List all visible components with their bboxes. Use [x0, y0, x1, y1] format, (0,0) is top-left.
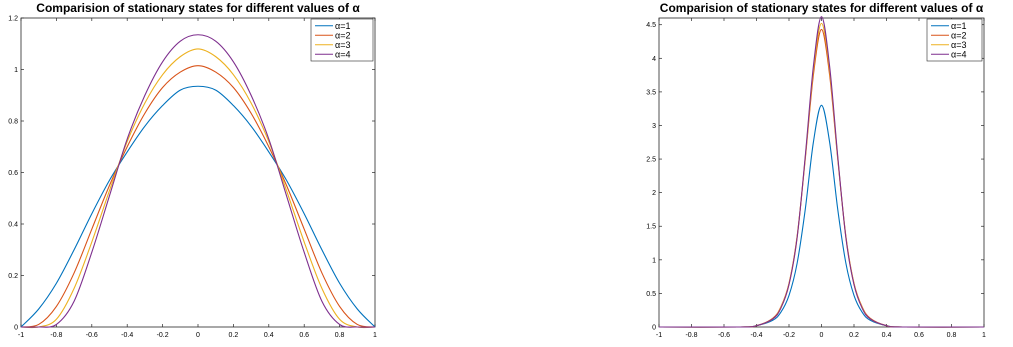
x-tick-label: 1 [373, 332, 377, 339]
x-tick-label: 0.8 [335, 332, 345, 339]
series-line-alpha-4 [20, 34, 376, 328]
y-tick-label: 1 [652, 257, 656, 264]
x-tick-label: 0.2 [849, 332, 859, 339]
x-tick-label: 0.4 [264, 332, 274, 339]
legend: α=1α=2α=3α=4 [926, 18, 983, 62]
chart-right: Comparision of stationary states for dif… [646, 1, 986, 339]
legend-label-alpha-1: α=1 [335, 21, 350, 31]
legend-label-alpha-2: α=2 [951, 30, 966, 40]
x-tick-label: -1 [656, 332, 662, 339]
x-tick-label: -0.4 [750, 332, 762, 339]
x-tick-label: 0.6 [914, 332, 924, 339]
series-line-alpha-1 [20, 85, 376, 328]
y-tick-label: 1.5 [646, 224, 656, 231]
plot-area-frame [658, 17, 985, 328]
series-line-alpha-2 [658, 28, 985, 328]
series-line-alpha-3 [658, 22, 985, 328]
x-tick-label: -1 [18, 332, 24, 339]
chart-title: Comparision of stationary states for dif… [660, 1, 984, 15]
x-tick-label: 0 [820, 332, 824, 339]
y-tick-label: 3.5 [646, 89, 656, 96]
x-tick-label: -0.2 [157, 332, 169, 339]
y-tick-label: 2.5 [646, 157, 656, 164]
x-tick-label: -0.2 [783, 332, 795, 339]
y-tick-label: 4 [652, 56, 656, 63]
series-line-alpha-4 [658, 16, 985, 328]
y-tick-label: 0.4 [8, 222, 18, 229]
legend-label-alpha-3: α=3 [951, 40, 966, 50]
legend-label-alpha-1: α=1 [951, 21, 966, 31]
series-line-alpha-3 [20, 48, 376, 329]
series-line-alpha-1 [658, 104, 985, 328]
y-tick-label: 3 [652, 123, 656, 130]
y-tick-label: 0.2 [8, 273, 18, 280]
x-tick-label: -0.6 [718, 332, 730, 339]
legend-label-alpha-2: α=2 [335, 30, 350, 40]
y-tick-label: 0.5 [646, 291, 656, 298]
x-tick-label: 0.8 [947, 332, 957, 339]
y-tick-label: 2 [652, 190, 656, 197]
x-tick-label: -0.8 [685, 332, 697, 339]
x-tick-label: 1 [982, 332, 986, 339]
chart-left: Comparision of stationary states for dif… [8, 1, 377, 339]
y-tick-label: 4.5 [646, 22, 656, 29]
y-tick-label: 1.2 [8, 16, 18, 23]
x-tick-label: 0.4 [882, 332, 892, 339]
x-tick-label: -0.8 [50, 332, 62, 339]
x-tick-label: -0.6 [86, 332, 98, 339]
legend-label-alpha-4: α=4 [951, 49, 966, 59]
y-tick-label: 0 [14, 325, 18, 332]
y-tick-label: 0.8 [8, 119, 18, 126]
y-tick-label: 1 [14, 67, 18, 74]
legend: α=1α=2α=3α=4 [310, 18, 374, 62]
y-tick-label: 0 [652, 325, 656, 332]
legend-label-alpha-3: α=3 [335, 40, 350, 50]
x-tick-label: -0.4 [121, 332, 133, 339]
x-tick-label: 0 [196, 332, 200, 339]
chart-title: Comparision of stationary states for dif… [36, 1, 360, 15]
x-tick-label: 0.2 [229, 332, 239, 339]
y-tick-label: 0.6 [8, 170, 18, 177]
plot-area-frame [20, 17, 376, 328]
x-tick-label: 0.6 [299, 332, 309, 339]
legend-label-alpha-4: α=4 [335, 49, 350, 59]
series-line-alpha-2 [20, 65, 376, 328]
